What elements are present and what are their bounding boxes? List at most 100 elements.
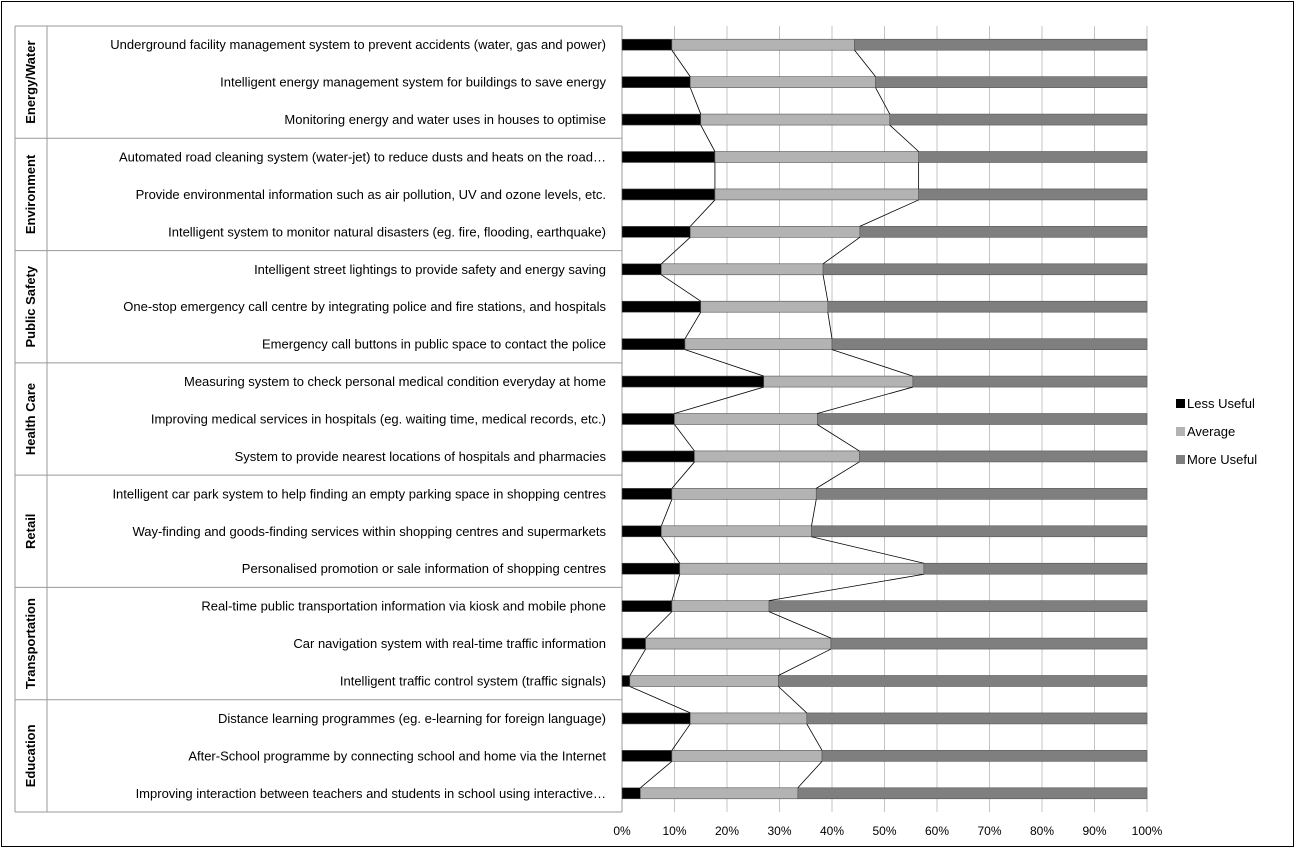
category-label: Automated road cleaning system (water-je… [119, 150, 606, 165]
bar-segment-less-useful [621, 675, 631, 687]
category-label: Real-time public transportation informat… [201, 599, 606, 614]
bar-segment-less-useful [621, 338, 686, 350]
group-label: Education [23, 724, 38, 787]
series-line [629, 648, 646, 676]
bar-segment-more-useful [815, 488, 1148, 500]
legend-swatch [1176, 455, 1185, 464]
category-label: Provide environmental information such a… [136, 187, 606, 202]
bar-segment-more-useful [822, 263, 1148, 276]
bar-segment-average [714, 188, 919, 201]
series-line [684, 312, 702, 339]
bar-segment-more-useful [854, 38, 1148, 51]
series-line [661, 237, 691, 265]
bar-segment-average [689, 226, 861, 238]
series-line [811, 536, 924, 564]
bar-segment-less-useful [621, 151, 716, 163]
bar-segment-average [714, 151, 919, 163]
bar-segment-more-useful [768, 600, 1148, 612]
x-tick-label: 80% [1030, 824, 1054, 838]
category-label: Improving interaction between teachers a… [136, 786, 606, 801]
x-tick-label: 50% [872, 824, 896, 838]
bar-segment-less-useful [621, 226, 691, 238]
bar-segment-less-useful [621, 637, 646, 650]
bar-segment-more-useful [912, 375, 1148, 388]
bar-segment-average [674, 413, 818, 425]
bar-segment-more-useful [918, 188, 1148, 201]
series-line [645, 611, 673, 639]
series-line [778, 686, 808, 714]
category-label: Intelligent traffic control system (traf… [340, 674, 606, 689]
category-label: Way-finding and goods-finding services w… [132, 524, 606, 539]
series-line [817, 424, 860, 452]
series-line [816, 461, 860, 489]
group-label: Public Safety [23, 265, 38, 347]
category-label: Car navigation system with real-time tra… [293, 636, 606, 651]
bar-segment-less-useful [621, 712, 691, 725]
category-label: One-stop emergency call centre by integr… [123, 299, 606, 314]
series-line [854, 49, 876, 77]
bar-segment-less-useful [621, 300, 702, 313]
bar-segment-average [694, 450, 860, 463]
legend-entry: Average [1187, 424, 1235, 439]
group-label: Health Care [23, 383, 38, 455]
bar-segment-less-useful [621, 76, 691, 88]
category-label: Intelligent energy management system for… [220, 75, 606, 90]
series-line [811, 499, 817, 526]
series-line [768, 573, 924, 602]
x-tick-label: 0% [613, 824, 631, 838]
legend-swatch [1176, 399, 1185, 408]
bar-segment-average [679, 562, 925, 575]
series-line [674, 424, 695, 452]
series-line [684, 349, 764, 377]
category-label: Distance learning programmes (eg. e-lear… [218, 711, 606, 726]
bar-segment-average [671, 750, 823, 762]
bar-segment-more-useful [811, 525, 1148, 538]
legend-entry: More Useful [1187, 452, 1257, 467]
bar-segment-average [700, 300, 829, 313]
x-tick-label: 40% [820, 824, 844, 838]
bar-segment-less-useful [621, 562, 681, 575]
bar-segment-less-useful [621, 188, 716, 201]
bar-segment-average [645, 637, 832, 650]
series-line [859, 199, 919, 227]
bar-segment-less-useful [621, 38, 673, 51]
category-label: Emergency call buttons in public space t… [262, 337, 606, 352]
series-line [661, 274, 701, 302]
bar-segment-average [640, 787, 799, 800]
bar-segment-average [671, 600, 770, 612]
series-line [889, 124, 919, 152]
bar-segment-more-useful [918, 151, 1148, 163]
series-line [778, 648, 832, 676]
series-line [640, 761, 673, 789]
x-tick-label: 30% [767, 824, 791, 838]
category-label: Monitoring energy and water uses in hous… [284, 112, 606, 127]
series-line [689, 87, 702, 115]
bar-segment-less-useful [621, 413, 675, 425]
legend-entry: Less Useful [1187, 396, 1255, 411]
series-line [822, 237, 861, 265]
category-label: Measuring system to check personal medic… [184, 374, 606, 389]
series-line [806, 723, 823, 751]
bar-segment-average [700, 113, 891, 126]
bar-segment-average [661, 525, 812, 538]
series-line [661, 536, 681, 564]
bar-segment-more-useful [827, 300, 1148, 313]
category-label: Intelligent street lightings to provide … [254, 262, 606, 277]
group-label: Transportation [23, 598, 38, 689]
bar-segment-more-useful [889, 113, 1148, 126]
legend-swatch [1176, 427, 1185, 436]
series-line [768, 611, 832, 639]
series-line [831, 349, 913, 377]
bar-segment-more-useful [875, 76, 1148, 88]
bar-segment-average [689, 712, 808, 725]
category-label: System to provide nearest locations of h… [235, 449, 607, 464]
bar-segment-less-useful [621, 450, 695, 463]
x-tick-label: 10% [662, 824, 686, 838]
bar-segment-more-useful [797, 787, 1148, 800]
bar-segment-less-useful [621, 263, 662, 276]
x-tick-label: 100% [1132, 824, 1163, 838]
series-line [875, 87, 891, 115]
bar-segment-average [661, 263, 824, 276]
